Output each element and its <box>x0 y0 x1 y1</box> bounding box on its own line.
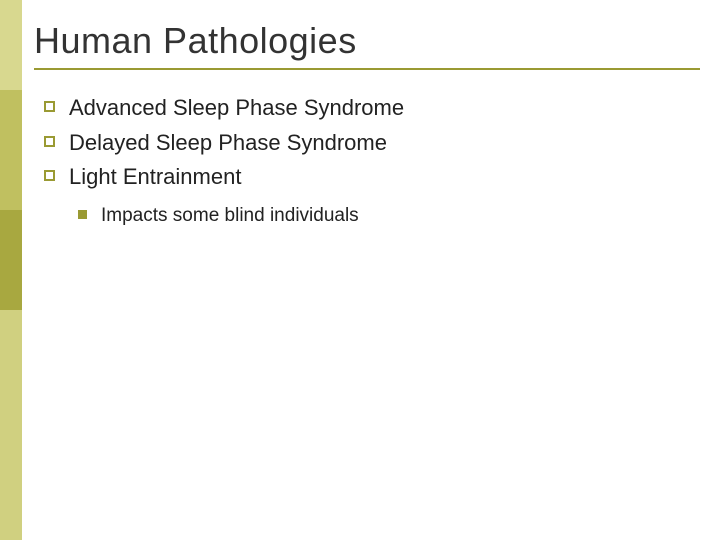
sub-bullet-text: Impacts some blind individuals <box>101 204 359 229</box>
square-fill-icon <box>78 210 87 219</box>
sidebar-block-3 <box>0 210 22 310</box>
accent-sidebar <box>0 0 22 540</box>
bullet-item: Advanced Sleep Phase Syndrome <box>44 94 700 123</box>
bullet-text: Light Entrainment <box>69 163 241 192</box>
slide-content: Human Pathologies Advanced Sleep Phase S… <box>34 20 700 234</box>
sidebar-block-2 <box>0 90 22 210</box>
sub-bullet-list: Impacts some blind individuals <box>34 204 700 229</box>
slide-title: Human Pathologies <box>34 20 700 70</box>
main-bullet-list: Advanced Sleep Phase Syndrome Delayed Sl… <box>34 94 700 192</box>
sidebar-block-1 <box>0 0 22 90</box>
sub-bullet-item: Impacts some blind individuals <box>78 204 700 229</box>
square-outline-icon <box>44 136 55 147</box>
bullet-item: Delayed Sleep Phase Syndrome <box>44 129 700 158</box>
bullet-text: Delayed Sleep Phase Syndrome <box>69 129 387 158</box>
bullet-item: Light Entrainment <box>44 163 700 192</box>
sidebar-block-4 <box>0 310 22 540</box>
square-outline-icon <box>44 170 55 181</box>
bullet-text: Advanced Sleep Phase Syndrome <box>69 94 404 123</box>
square-outline-icon <box>44 101 55 112</box>
